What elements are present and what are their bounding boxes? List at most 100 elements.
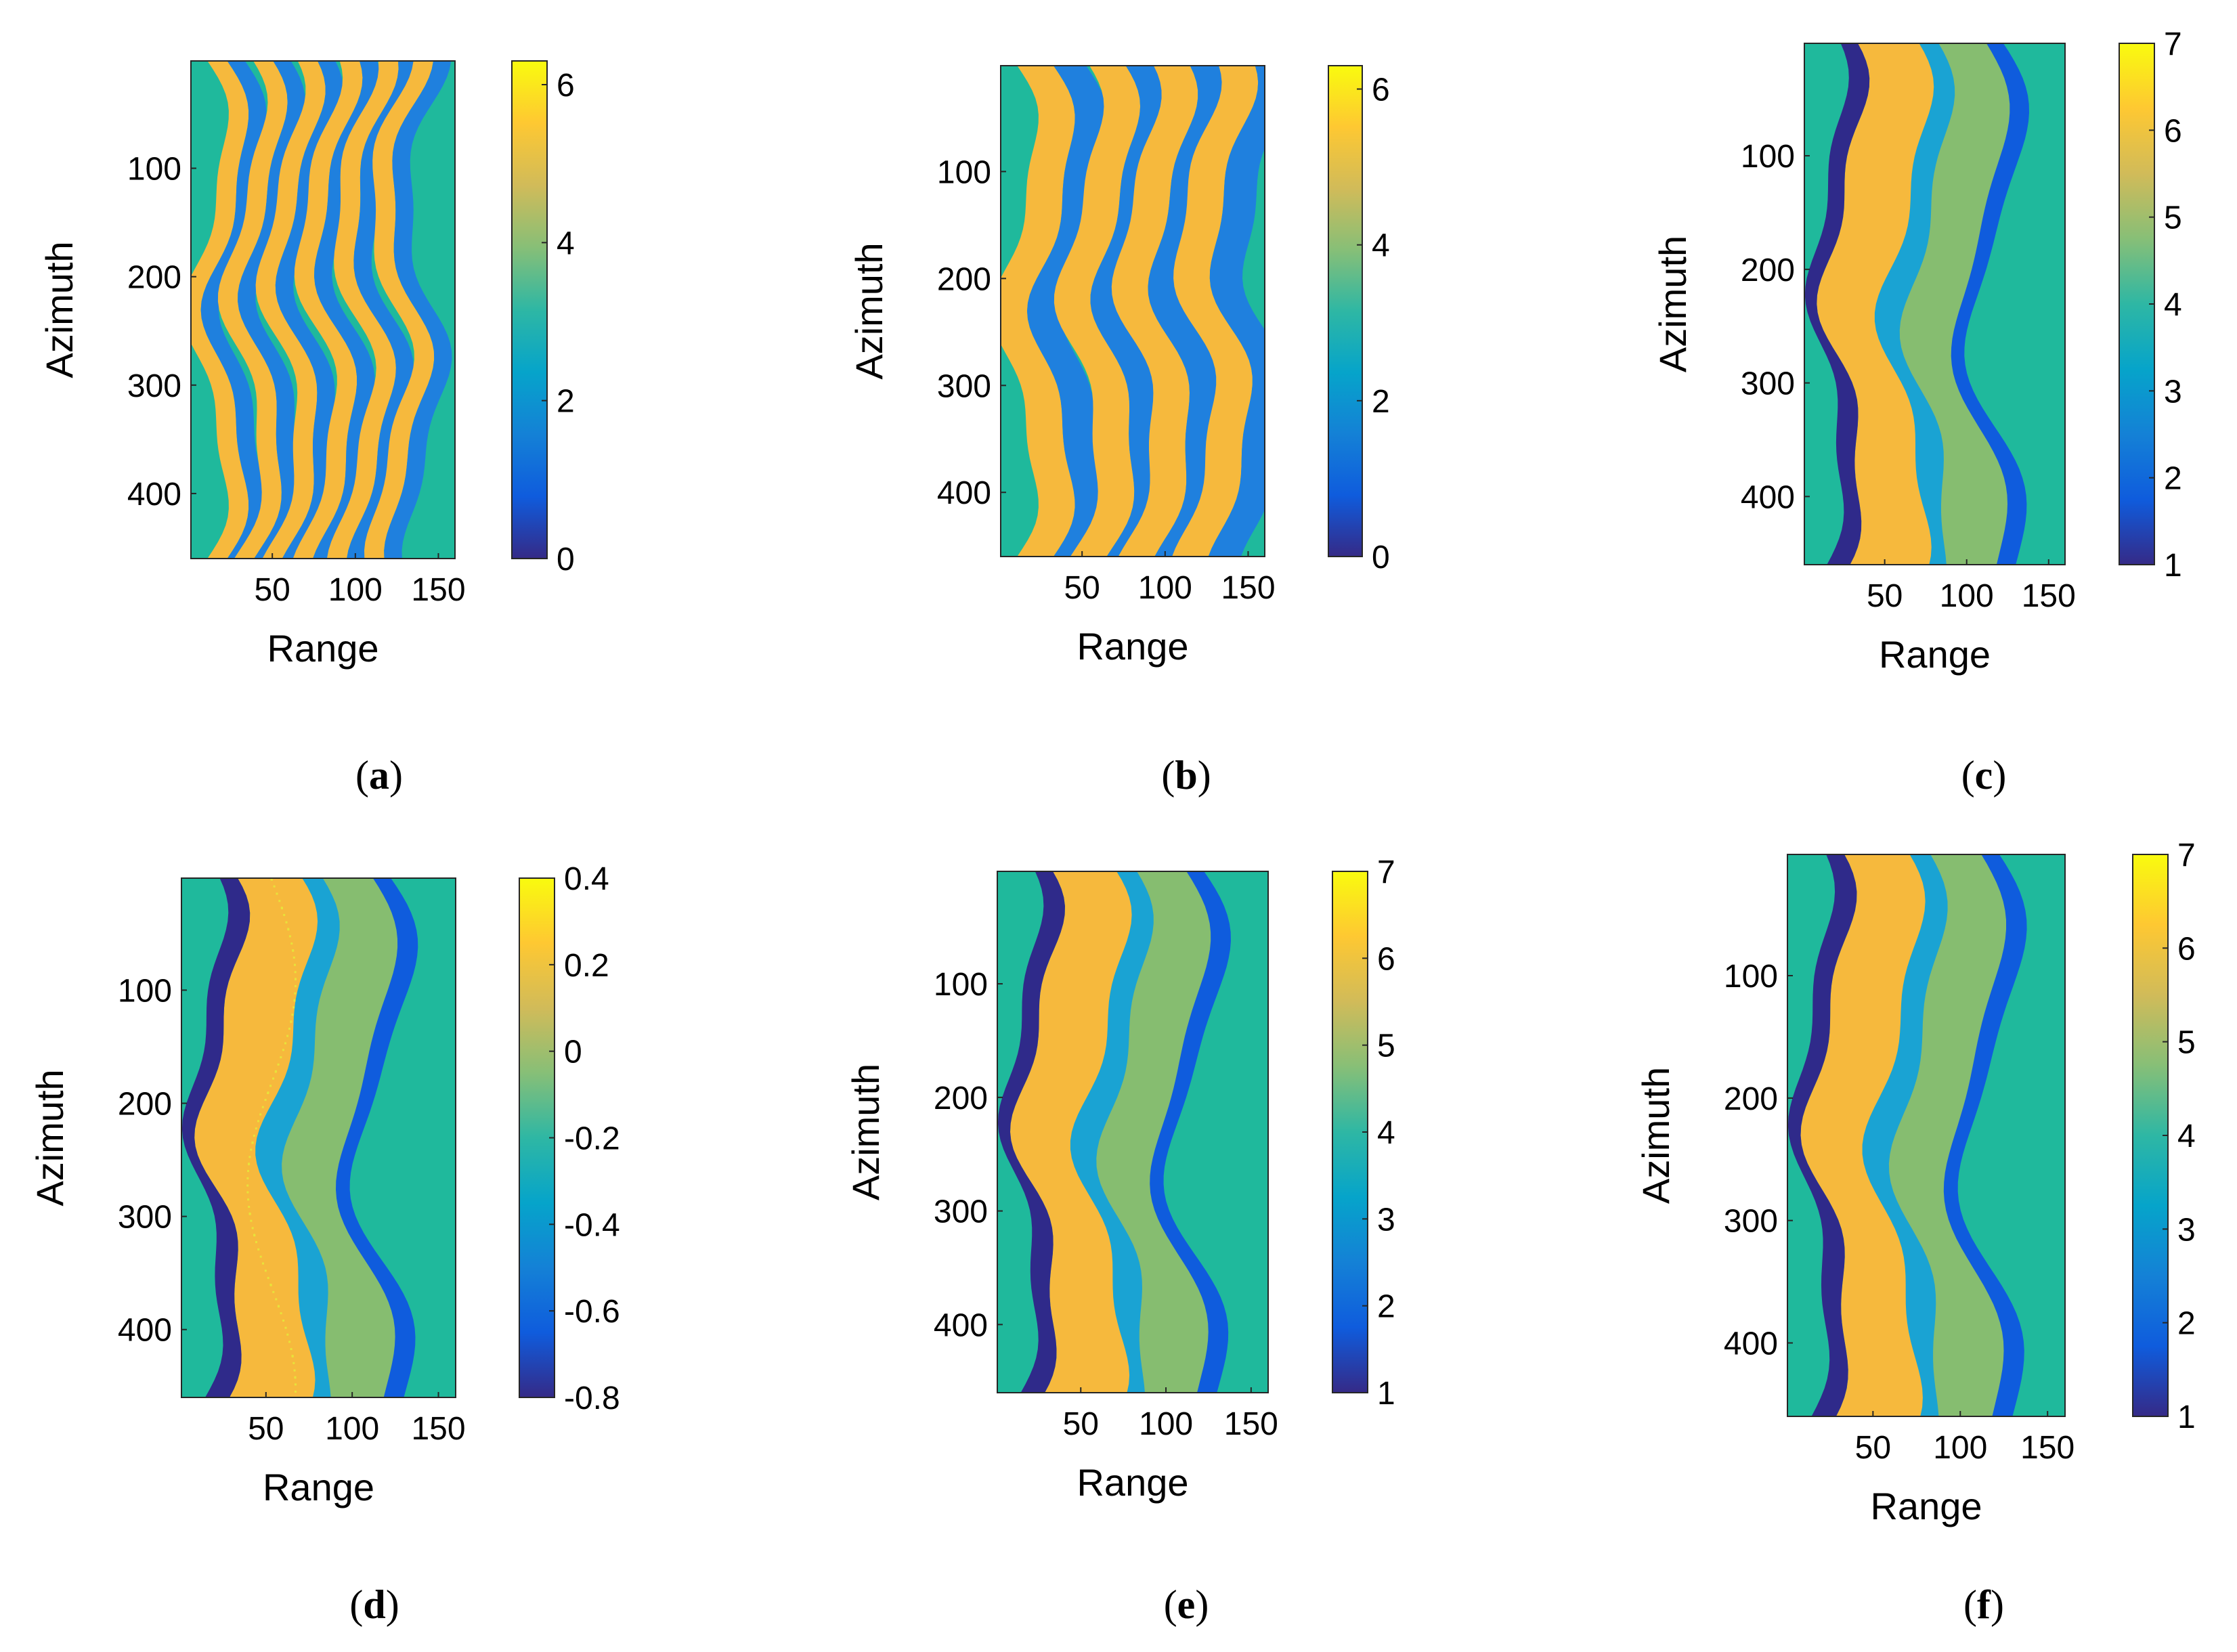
caption-part: ( — [349, 1582, 363, 1627]
noise-speckle — [295, 1391, 297, 1393]
band-orange — [1817, 43, 1934, 565]
panel-c: 50 100 150 100 200 300 400 Range Azimuth 1 2 3 4 5 6 7 (… — [1651, 26, 2182, 798]
noise-speckle — [246, 1191, 249, 1194]
fringe-orange — [1054, 66, 1141, 557]
y-tick-label: 300 — [1724, 1204, 1778, 1240]
y-tick-label: 300 — [1741, 366, 1795, 402]
x-tick-label: 100 — [1940, 578, 1994, 614]
panel-d: 50 100 150 100 200 300 400 Range Azimuth -0.8 -0.6… — [28, 861, 620, 1627]
noise-speckle — [284, 1326, 287, 1329]
noise-speckle — [247, 1170, 249, 1173]
fringe-blue — [275, 61, 343, 559]
colorbar-tick-label: 3 — [2177, 1212, 2196, 1248]
y-tick-label: 100 — [1741, 139, 1795, 175]
noise-speckle — [255, 1127, 257, 1130]
heatmap-image — [1804, 43, 2065, 565]
band-sky — [1862, 854, 1948, 1416]
colorbar — [519, 877, 555, 1398]
noise-speckle — [274, 1070, 277, 1073]
colorbar-tick-label: 6 — [1377, 941, 1395, 977]
noise-speckle — [292, 949, 295, 952]
caption-part: ( — [1161, 753, 1175, 798]
colorbar-tick-label: 4 — [2164, 287, 2182, 323]
x-tick-label: 150 — [1221, 570, 1275, 606]
noise-speckle — [286, 1333, 289, 1336]
noise-speckle — [280, 1056, 282, 1059]
caption-part: e — [1177, 1582, 1196, 1627]
noise-speckle — [291, 1355, 294, 1357]
axes-box — [181, 877, 456, 1398]
x-tick-label: 100 — [1933, 1430, 1987, 1466]
colorbar — [511, 60, 548, 559]
noise-speckle — [248, 1213, 251, 1215]
y-tick-label: 300 — [118, 1200, 172, 1236]
noise-speckle — [248, 1156, 251, 1158]
noise-speckle — [253, 1134, 255, 1137]
noise-speckle — [272, 1077, 275, 1080]
x-tick-label: 100 — [1138, 570, 1192, 606]
caption-part: d — [363, 1582, 385, 1627]
noise-speckle — [253, 1234, 256, 1237]
caption-part: ) — [1198, 753, 1211, 798]
noise-speckle — [282, 1320, 285, 1322]
heatmap-image — [191, 61, 455, 559]
band-sky — [1070, 871, 1154, 1393]
noise-speckle — [251, 1227, 254, 1230]
noise-speckle — [286, 1035, 289, 1037]
y-tick-label: 100 — [934, 967, 988, 1003]
y-tick-label: 100 — [1724, 959, 1778, 995]
panel-caption: (e) — [1164, 1582, 1209, 1627]
caption-part: ) — [386, 1582, 399, 1627]
noise-speckle — [282, 1049, 284, 1051]
x-axis-label: Range — [263, 1466, 374, 1508]
noise-speckle — [248, 1206, 251, 1208]
colorbar-tick-label: -0.8 — [564, 1381, 620, 1416]
colorbar-tick-label: -0.4 — [564, 1207, 620, 1243]
caption-part: a — [369, 753, 389, 798]
caption-part: ( — [1164, 1582, 1177, 1627]
x-axis-label: Range — [1870, 1485, 1982, 1527]
y-tick-label: 300 — [937, 368, 991, 404]
noise-speckle — [293, 1369, 296, 1372]
y-tick-label: 400 — [118, 1313, 172, 1349]
y-axis-label: Azimuth — [28, 1069, 71, 1206]
band-sky — [255, 878, 340, 1397]
band-orange — [194, 878, 318, 1397]
colorbar-tick-label: 3 — [2164, 374, 2182, 410]
band-navy — [1804, 43, 1870, 565]
colorbar-tick-label: -0.2 — [564, 1121, 620, 1157]
heatmap-image — [1787, 854, 2065, 1416]
noise-speckle — [248, 1163, 250, 1166]
y-axis-label: Azimuth — [848, 242, 890, 379]
noise-speckle — [294, 992, 297, 995]
colorbar-tick-label: 6 — [557, 68, 575, 104]
y-axis-label: Azimuth — [1651, 236, 1694, 372]
y-axis-label: Azimuth — [38, 241, 81, 378]
x-tick-label: 150 — [1224, 1406, 1278, 1442]
caption-part: ) — [1993, 753, 2006, 798]
colorbar — [1332, 871, 1368, 1393]
y-tick-label: 100 — [127, 152, 181, 188]
caption-part: f — [1977, 1582, 1991, 1627]
y-tick-label: 200 — [934, 1081, 988, 1116]
noise-speckle — [280, 1312, 282, 1315]
fringe-orange — [326, 61, 399, 559]
colorbar — [2119, 43, 2155, 565]
colorbar-tick-label: 6 — [2177, 931, 2196, 967]
fringe-orange — [191, 61, 249, 559]
noise-speckle — [278, 1305, 280, 1308]
colorbar-tick-label: 2 — [2177, 1306, 2196, 1342]
noise-speckle — [285, 921, 288, 923]
colorbar-tick-label: 0 — [557, 542, 575, 578]
axes-box — [1787, 854, 2066, 1417]
band-green — [1885, 854, 2006, 1416]
noise-speckle — [259, 1255, 262, 1258]
noise-speckle — [267, 1092, 269, 1094]
y-axis-label: Azimuth — [844, 1064, 887, 1200]
fringe-blue — [238, 61, 305, 559]
noise-speckle — [295, 1383, 297, 1386]
colorbar-tick-label: 1 — [1377, 1376, 1395, 1412]
noise-speckle — [270, 878, 273, 881]
x-axis-label: Range — [267, 627, 378, 670]
